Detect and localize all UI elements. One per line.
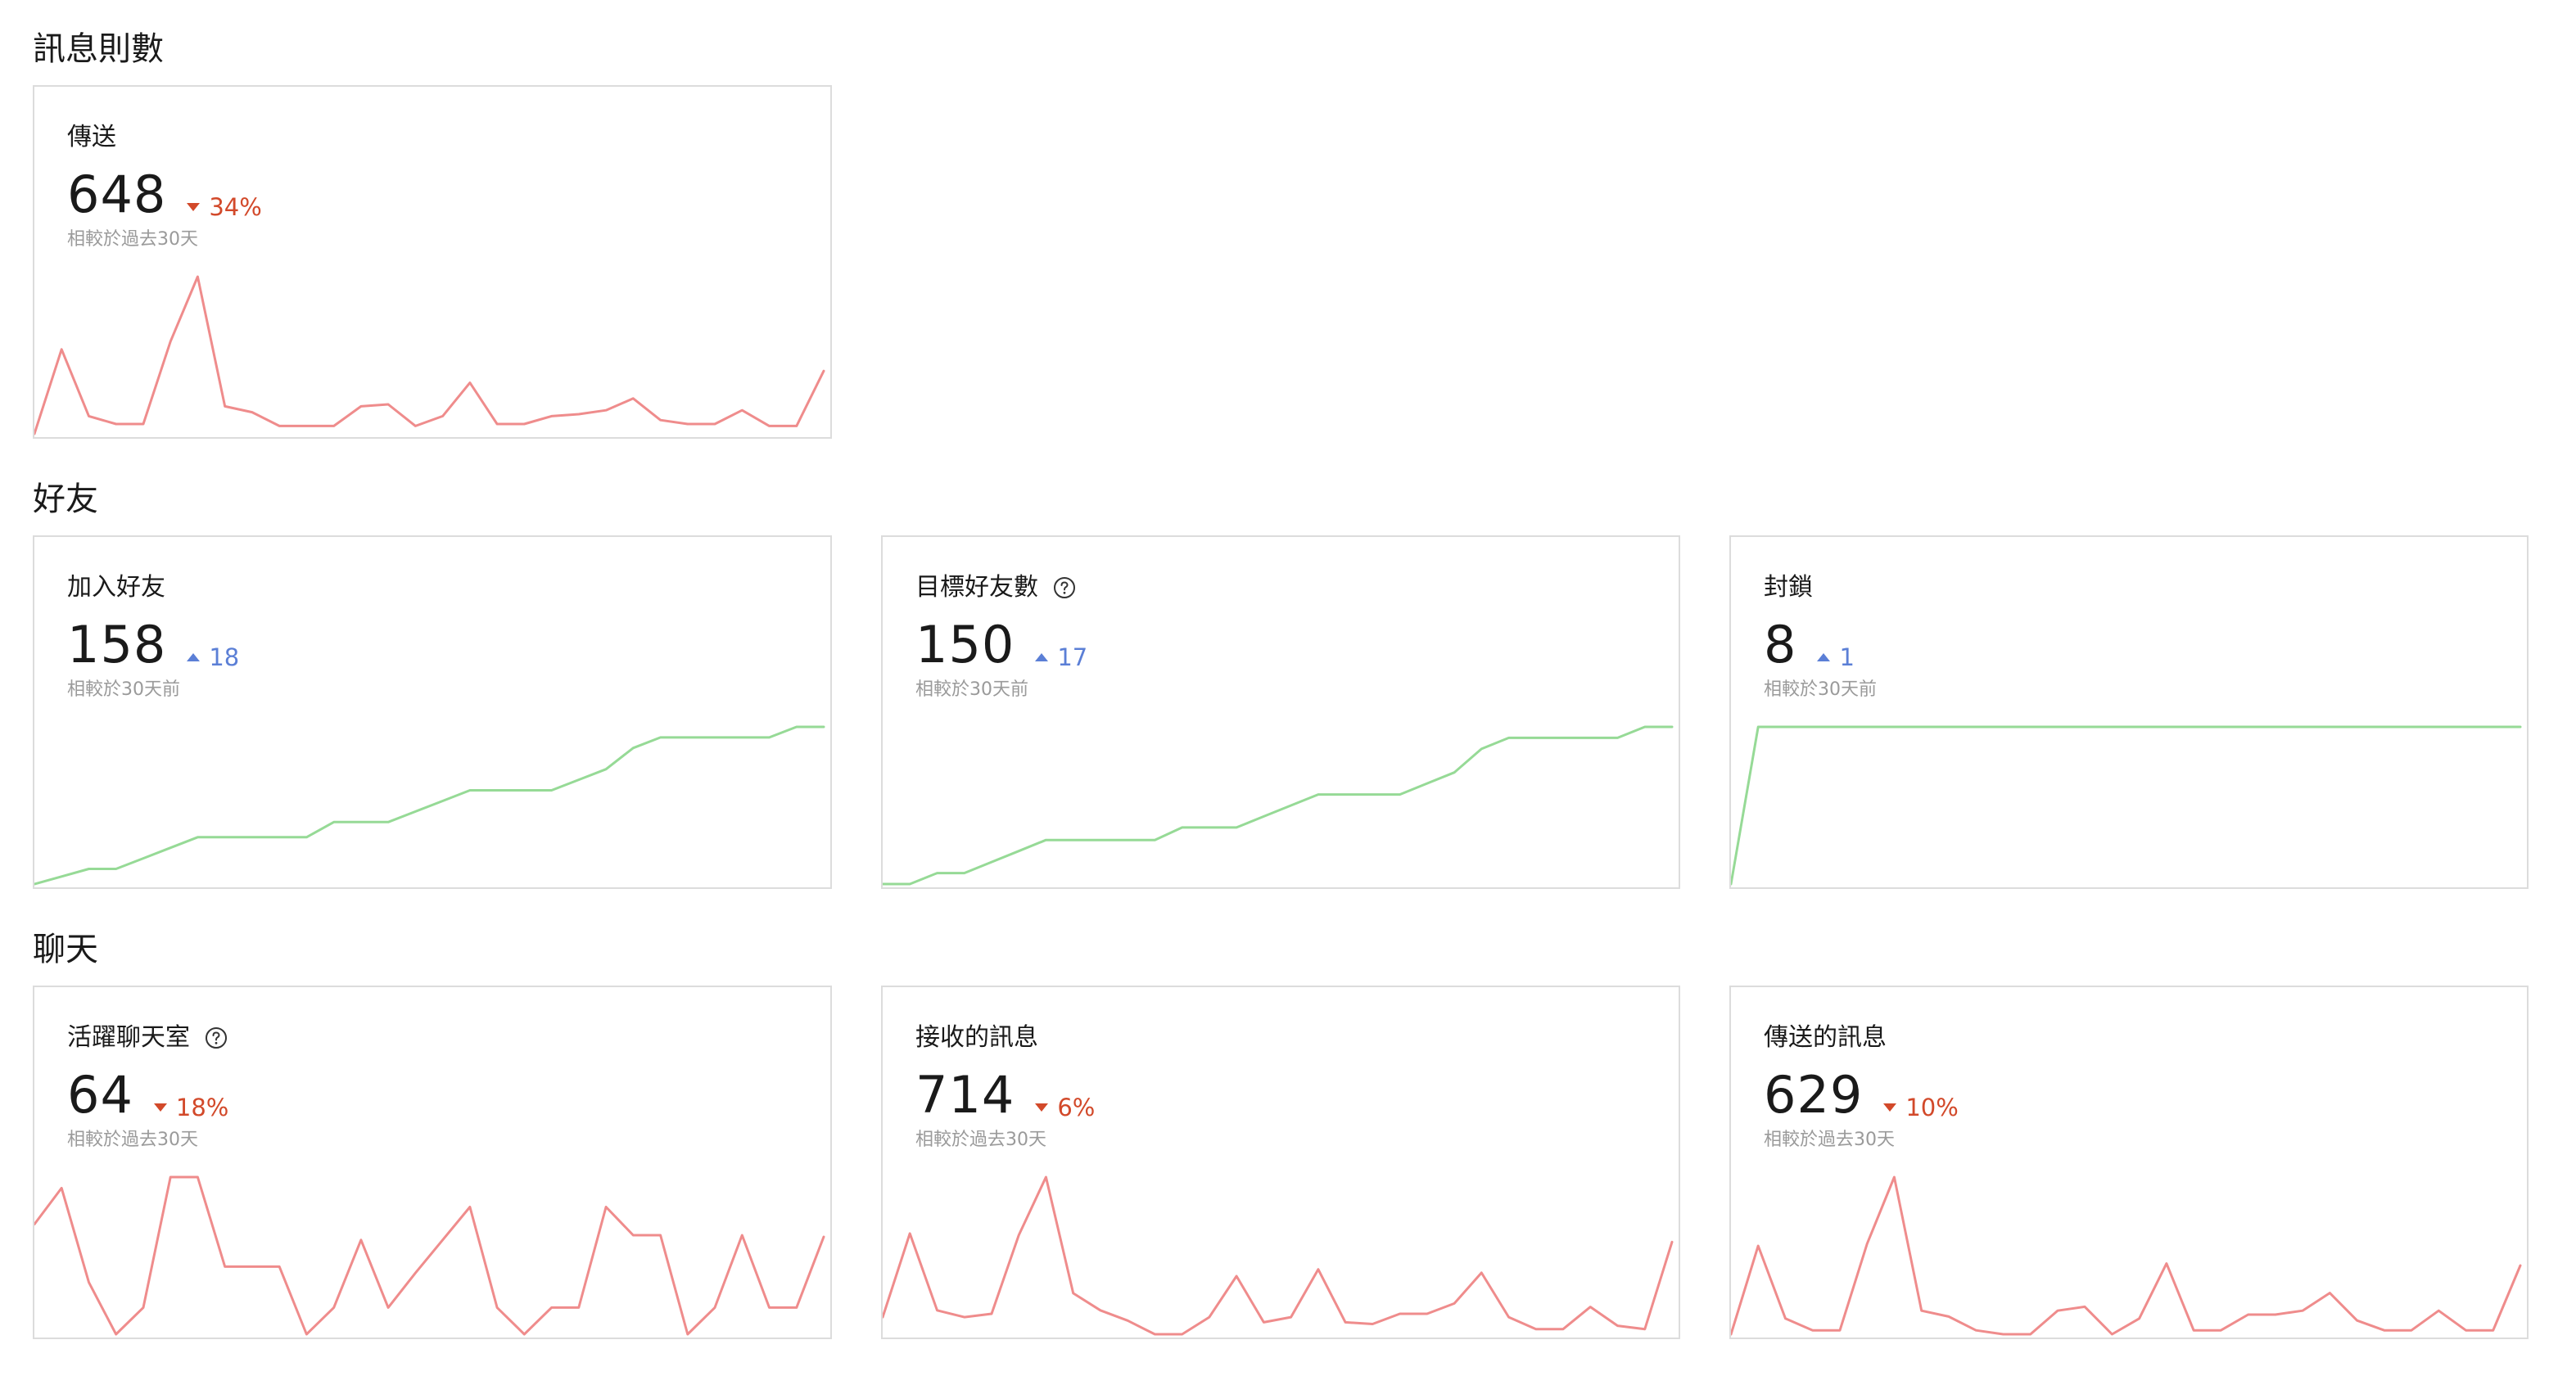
card-title-text: 目標好友數 [915, 573, 1038, 602]
card-title: 傳送的訊息 [1764, 1022, 1887, 1054]
comparison-note: 相較於過去30天 [915, 1130, 1046, 1150]
section-title-chat: 聊天 [33, 931, 98, 968]
metric-row: 714 6% [915, 1064, 1095, 1126]
sparkline-line [1731, 725, 2522, 886]
metric-card-friends-added: 加入好友 158 18 相較於30天前 [33, 535, 832, 889]
card-title-text: 活躍聊天室 [67, 1023, 190, 1052]
metric-value: 64 [67, 1065, 133, 1125]
delta-badge: 18 [186, 643, 239, 672]
card-title-text: 傳送 [67, 123, 116, 151]
card-title: 目標好友數 [915, 571, 1076, 604]
card-title-text: 傳送的訊息 [1764, 1023, 1887, 1052]
sparkline-line [34, 725, 825, 886]
card-title-text: 加入好友 [67, 573, 165, 602]
card-title: 封鎖 [1764, 571, 1813, 604]
metric-card-active-chats: 活躍聊天室 64 18% 相較於過去30天 [33, 986, 832, 1339]
metric-row: 8 1 [1764, 614, 1855, 676]
section-title-message-count: 訊息則數 [33, 30, 164, 68]
delta-badge: 1 [1816, 643, 1855, 672]
sparkline-chart [1731, 725, 2522, 886]
card-title: 活躍聊天室 [67, 1022, 228, 1054]
sparkline-line [34, 275, 825, 435]
delta-value: 18% [175, 1094, 229, 1121]
sparkline-chart [883, 725, 1674, 886]
sparkline-line [883, 725, 1674, 886]
delta-badge: 34% [186, 192, 262, 222]
comparison-note: 相較於30天前 [67, 679, 180, 700]
delta-value: 10% [1905, 1094, 1959, 1121]
metric-row: 629 10% [1764, 1064, 1959, 1126]
delta-badge: 17 [1034, 643, 1087, 672]
metric-row: 158 18 [67, 614, 239, 676]
triangle-down-icon [1883, 1103, 1897, 1112]
card-title-text: 接收的訊息 [915, 1023, 1038, 1052]
metric-value: 629 [1764, 1065, 1864, 1125]
metric-row: 648 34% [67, 164, 262, 226]
triangle-up-icon [1035, 653, 1049, 661]
sparkline-chart [1731, 1175, 2522, 1336]
comparison-note: 相較於過去30天 [67, 229, 198, 250]
triangle-up-icon [187, 653, 201, 661]
comparison-note: 相較於過去30天 [1764, 1130, 1895, 1150]
sparkline-line [883, 1175, 1674, 1336]
delta-value: 6% [1057, 1094, 1096, 1121]
sparkline-chart [34, 725, 825, 886]
comparison-note: 相較於30天前 [915, 679, 1028, 700]
comparison-note: 相較於過去30天 [67, 1130, 198, 1150]
sparkline-chart [883, 1175, 1674, 1336]
metric-row: 150 17 [915, 614, 1087, 676]
metric-value: 8 [1764, 615, 1797, 674]
triangle-down-icon [1035, 1103, 1049, 1112]
card-title: 加入好友 [67, 571, 165, 604]
triangle-down-icon [153, 1103, 167, 1112]
triangle-up-icon [1817, 653, 1831, 661]
sparkline-line [1731, 1175, 2522, 1336]
delta-badge: 6% [1034, 1093, 1095, 1122]
sparkline-line [34, 1175, 825, 1336]
triangle-down-icon [187, 203, 201, 211]
sparkline-chart [34, 1175, 825, 1336]
card-title: 接收的訊息 [915, 1022, 1038, 1054]
help-icon[interactable] [205, 1026, 228, 1049]
metric-card-received-messages: 接收的訊息 714 6% 相較於過去30天 [881, 986, 1680, 1339]
delta-value: 1 [1839, 643, 1855, 671]
delta-badge: 18% [153, 1093, 228, 1122]
metric-card-sent: 傳送 648 34% 相較於過去30天 [33, 85, 832, 439]
metric-card-blocked: 封鎖 8 1 相較於30天前 [1729, 535, 2529, 889]
delta-value: 34% [209, 193, 262, 221]
metric-value: 158 [67, 615, 167, 674]
card-title-text: 封鎖 [1764, 573, 1813, 602]
metric-card-sent-messages: 傳送的訊息 629 10% 相較於過去30天 [1729, 986, 2529, 1339]
delta-badge: 10% [1882, 1093, 1959, 1122]
delta-value: 17 [1057, 643, 1088, 671]
metric-value: 648 [67, 165, 167, 224]
section-title-friends: 好友 [33, 480, 98, 518]
sparkline-chart [34, 275, 825, 435]
metric-value: 150 [915, 615, 1015, 674]
comparison-note: 相較於30天前 [1764, 679, 1877, 700]
metric-value: 714 [915, 1065, 1015, 1125]
metric-row: 64 18% [67, 1064, 228, 1126]
card-title: 傳送 [67, 121, 116, 154]
metric-card-target-friends: 目標好友數 150 17 相較於30天前 [881, 535, 1680, 889]
delta-value: 18 [209, 643, 240, 671]
help-icon[interactable] [1053, 576, 1076, 599]
